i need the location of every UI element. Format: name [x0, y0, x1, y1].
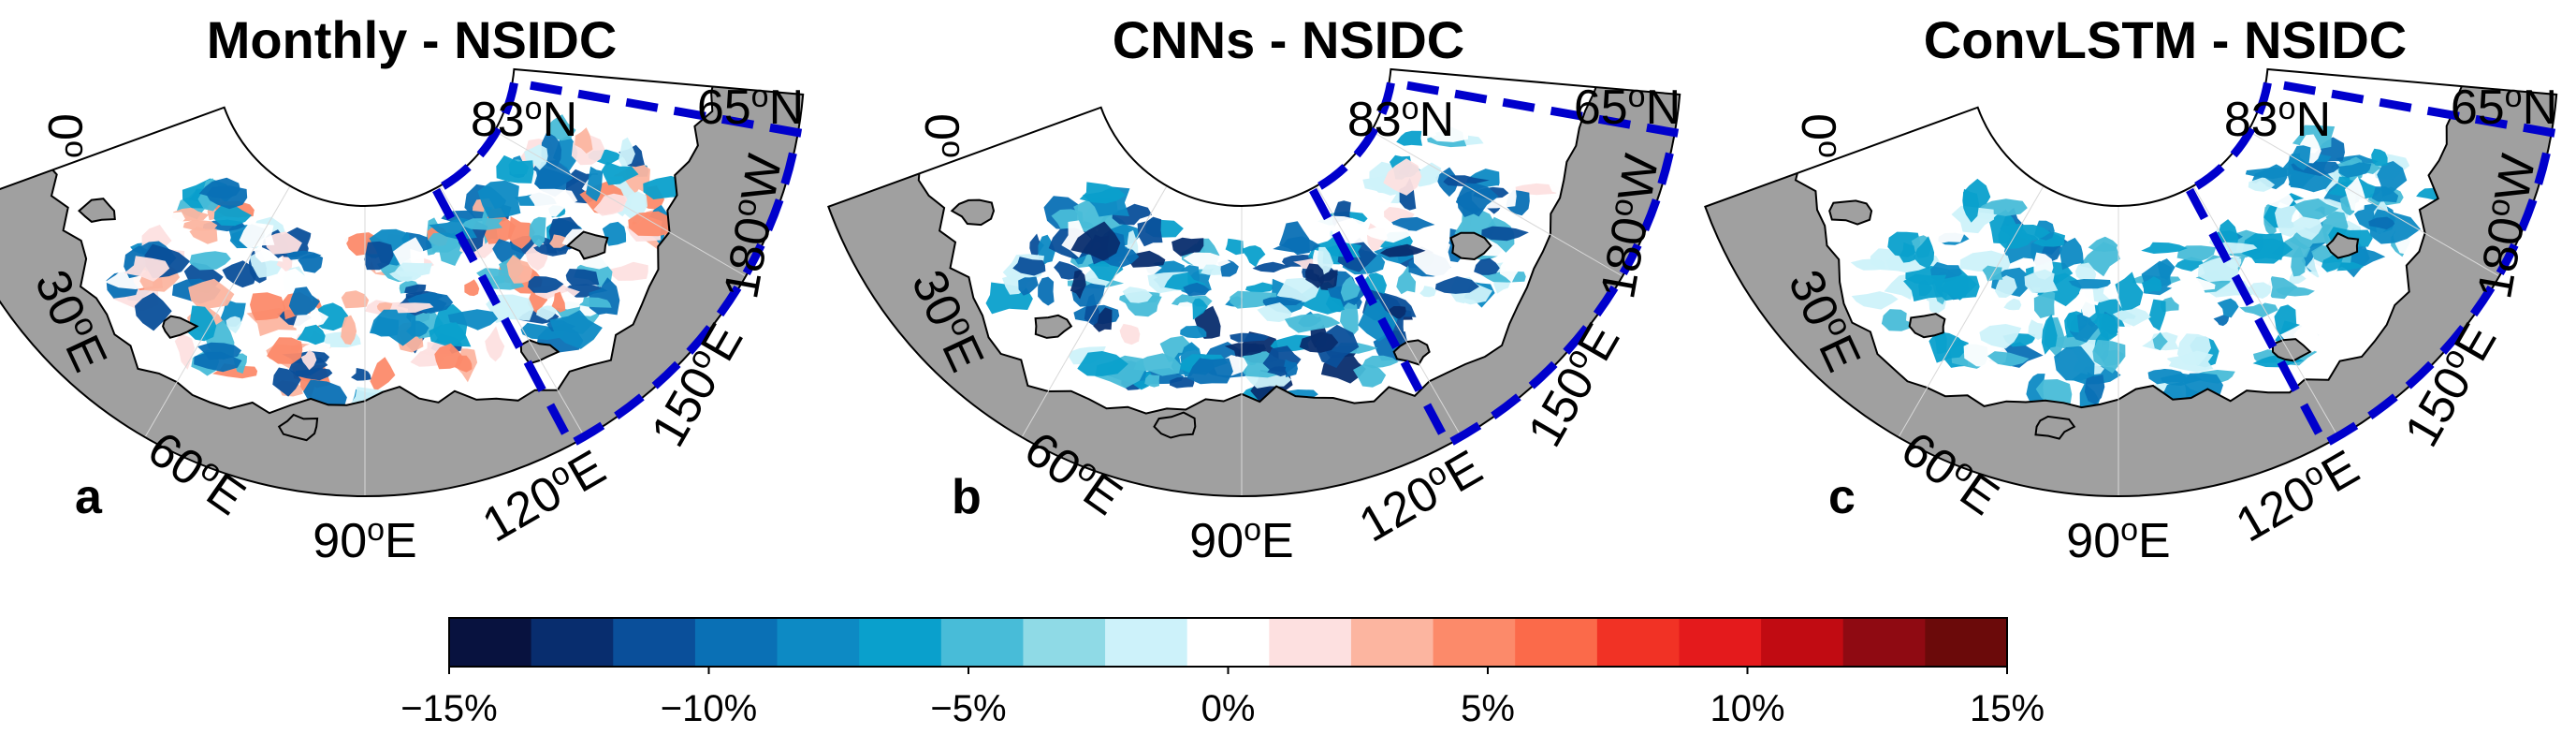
colorbar-segment	[449, 618, 532, 667]
colorbar-segment	[777, 618, 860, 667]
colorbar-segment	[531, 618, 614, 667]
study-region-box	[2186, 77, 2556, 450]
colorbar-segment	[1269, 618, 1352, 667]
colorbar-segment	[1596, 618, 1680, 667]
panel-title: CNNs - NSIDC	[1113, 10, 1464, 69]
lat-label-83n: 83oN	[1347, 91, 1454, 147]
lat-label-65n: 65oN	[697, 79, 804, 135]
colorbar-tick-label: 15%	[1970, 688, 2045, 729]
colorbar-segment	[1515, 618, 1598, 667]
lat-label-83n: 83oN	[2224, 91, 2331, 147]
lon-label-90e: 90oE	[2066, 512, 2170, 568]
colorbar-segment	[1023, 618, 1106, 667]
lon-label-180w: 180oW	[712, 150, 793, 302]
colorbar-segment	[1433, 618, 1516, 667]
colorbar-tick-label: −5%	[930, 688, 1006, 729]
colorbar-segment	[859, 618, 942, 667]
colorbar-tick-label: −10%	[661, 688, 757, 729]
panel-letter: b	[952, 470, 982, 524]
colorbar-segment	[1679, 618, 1762, 667]
panel-title: Monthly - NSIDC	[207, 10, 618, 69]
colorbar-segment	[613, 618, 696, 667]
lon-label-0: 0o	[1791, 113, 1847, 158]
lat-label-65n: 65oN	[1574, 79, 1681, 135]
colorbar-segment	[1105, 618, 1188, 667]
anomaly-field	[105, 114, 693, 415]
panel-title: ConvLSTM - NSIDC	[1924, 10, 2407, 69]
colorbar-tick-label: 5%	[1461, 688, 1515, 729]
lat-label-83n: 83oN	[471, 91, 577, 147]
colorbar-segment	[1761, 618, 1844, 667]
panel-letter: c	[1828, 470, 1856, 524]
colorbar-tick-label: −15%	[400, 688, 497, 729]
lon-label-90e: 90oE	[1189, 512, 1293, 568]
lon-label-0: 0o	[914, 113, 970, 158]
study-region-box	[432, 77, 803, 450]
study-region-box	[1309, 77, 1680, 450]
colorbar-tick-label: 10%	[1710, 688, 1784, 729]
lon-label-0: 0o	[37, 113, 94, 158]
colorbar-segment	[1350, 618, 1434, 667]
panel-letter: a	[75, 470, 103, 524]
colorbar-segment	[1925, 618, 2008, 667]
colorbar: −15% −10% −5% 0% 5% 10% 15%	[400, 617, 2045, 729]
colorbar-segment	[940, 618, 1024, 667]
colorbar-segment	[1186, 618, 1270, 667]
colorbar-segment	[694, 618, 779, 667]
lon-label-90e: 90oE	[313, 512, 416, 568]
colorbar-segment	[1842, 618, 1926, 667]
lat-label-65n: 65oN	[2451, 79, 2557, 135]
colorbar-tick-label: 0%	[1201, 688, 1256, 729]
